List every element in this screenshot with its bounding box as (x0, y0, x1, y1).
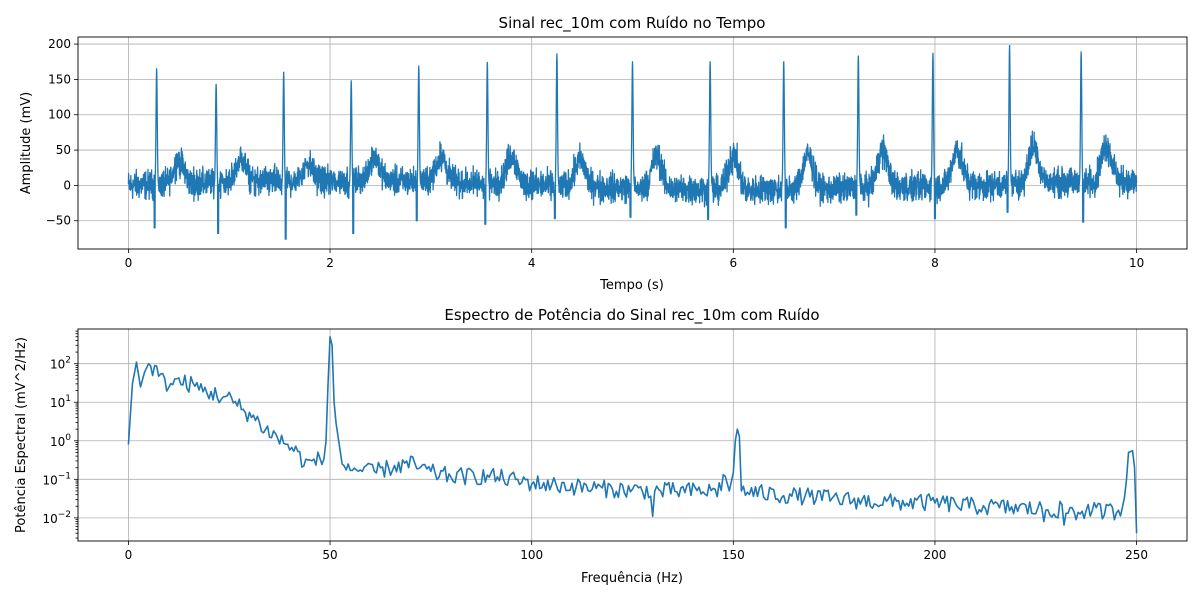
spectrum-line (127, 335, 1138, 534)
y-tick-label: 50 (56, 143, 71, 157)
plot-frame (77, 36, 1188, 250)
plot-frame (77, 328, 1188, 542)
power-spectrum-plot: 0 50 100 150 200 250 10−2 10−1 100 101 102 Espectr… (14, 306, 1188, 586)
y-tick-label: 200 (48, 37, 71, 51)
grid (78, 329, 1187, 541)
y-tick-label: 100 (50, 433, 71, 449)
x-tick-label: 200 (924, 548, 947, 562)
y-tick-label: 0 (63, 178, 71, 192)
y-tick-label: 100 (48, 108, 71, 122)
y-tick-label: 150 (48, 72, 71, 86)
y-tick-label: 101 (50, 394, 71, 410)
y-tick-label: −50 (46, 214, 71, 228)
x-tick-label: 0 (125, 548, 133, 562)
axis-ticks: 0 2 4 6 8 10 −50 0 50 100 150 200 (46, 37, 1145, 270)
chart-title: Espectro de Potência do Sinal rec_10m co… (444, 306, 819, 325)
x-tick-label: 100 (520, 548, 543, 562)
x-tick-label: 250 (1125, 548, 1148, 562)
y-axis-label: Potência Espectral (mV^2/Hz) (14, 337, 29, 533)
y-axis-label: Amplitude (mV) (19, 92, 34, 194)
x-tick-label: 50 (322, 548, 337, 562)
y-tick-label: 102 (50, 356, 71, 372)
y-tick-label: 10−1 (42, 471, 71, 487)
x-tick-label: 0 (125, 256, 133, 270)
x-tick-label: 6 (729, 256, 737, 270)
y-tick-label: 10−2 (42, 510, 71, 526)
time-signal-plot: 0 2 4 6 8 10 −50 0 50 100 150 200 Sinal rec_10m com… (19, 14, 1188, 293)
x-axis-label: Tempo (s) (599, 278, 664, 293)
x-tick-label: 8 (931, 256, 939, 270)
x-tick-label: 10 (1129, 256, 1144, 270)
x-axis-label: Frequência (Hz) (581, 571, 683, 586)
x-tick-label: 150 (722, 548, 745, 562)
signal-line (127, 44, 1138, 240)
chart-title: Sinal rec_10m com Ruído no Tempo (499, 14, 766, 33)
axis-ticks: 0 50 100 150 200 250 10−2 10−1 100 101 102 (42, 330, 1148, 562)
grid (78, 37, 1187, 249)
x-tick-label: 4 (528, 256, 536, 270)
x-tick-label: 2 (326, 256, 334, 270)
